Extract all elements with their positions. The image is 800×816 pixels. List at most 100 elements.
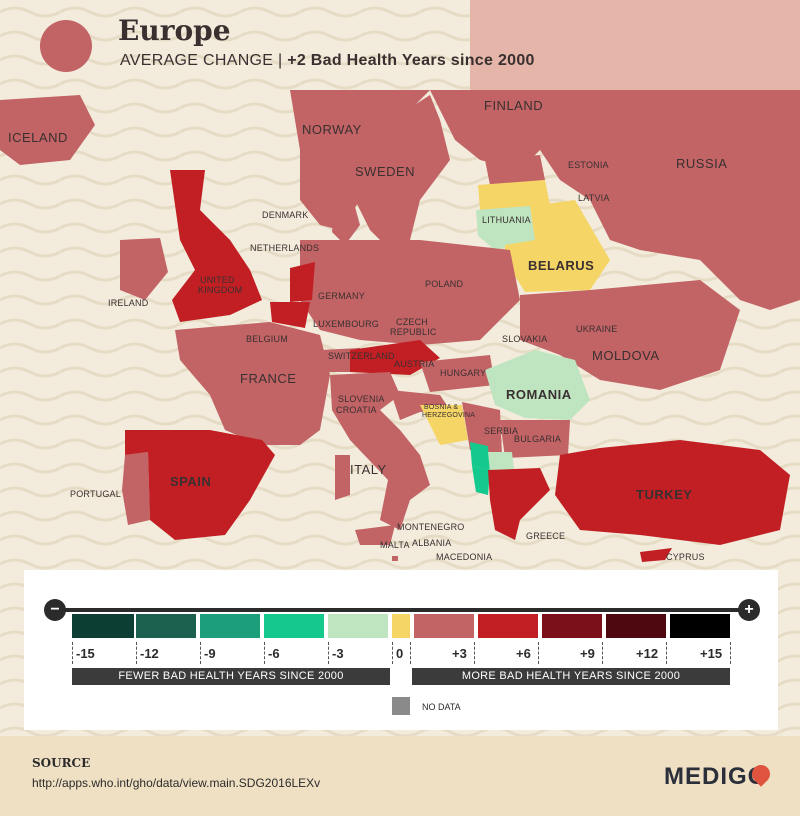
label-poland: POLAND [425,279,464,289]
legend-more-bar: MORE BAD HEALTH YEARS SINCE 2000 [412,668,730,685]
legend-tick [474,642,475,664]
label-uk-line2: KINGDOM [198,285,243,295]
source-url[interactable]: http://apps.who.int/gho/data/view.main.S… [32,776,321,790]
legend-tick [328,642,329,664]
country-united-kingdom[interactable] [170,170,262,322]
country-france[interactable] [175,322,330,445]
legend-tick-label: -15 [76,646,95,661]
label-hungary: HUNGARY [440,368,487,378]
label-belarus: BELARUS [528,258,595,273]
label-latvia: LATVIA [578,193,610,203]
label-italy: ITALY [350,462,387,477]
country-austria[interactable] [350,340,440,375]
legend-tick [264,642,265,664]
label-germany: GERMANY [318,291,365,301]
country-malta[interactable] [392,556,398,561]
source-heading: SOURCE [32,756,91,770]
label-bulgaria: BULGARIA [514,434,562,444]
legend-tick [136,642,137,664]
legend-tick [730,642,731,664]
legend-tick [410,642,411,664]
label-uk-line1: UNITED [200,275,235,285]
subtitle-value: +2 Bad Health Years since 2000 [287,52,535,69]
country-montenegro[interactable] [470,442,490,470]
legend-swatch-plus3 [414,614,474,638]
label-ireland: IRELAND [108,298,149,308]
label-denmark: DENMARK [262,210,309,220]
label-serbia: SERBIA [484,426,519,436]
legend-tick-label: +12 [636,646,659,661]
label-greece: GREECE [526,531,566,541]
country-ireland[interactable] [120,238,168,300]
country-turkey[interactable] [555,440,790,545]
legend-tick [72,642,73,664]
country-cyprus[interactable] [640,548,672,562]
label-belgium: BELGIUM [246,334,288,344]
label-romania: ROMANIA [506,387,572,402]
legend-tick-label: -9 [204,646,216,661]
country-estonia[interactable] [485,155,545,185]
label-turkey: TURKEY [636,487,693,502]
label-moldova: MOLDOVA [592,348,660,363]
country-russia-north[interactable] [470,0,800,90]
country-albania[interactable] [472,466,490,495]
legend-tick [538,642,539,664]
country-netherlands[interactable] [290,262,315,302]
label-portugal: PORTUGAL [70,489,121,499]
legend-fewer-bar: FEWER BAD HEALTH YEARS SINCE 2000 [72,668,390,685]
label-norway: NORWAY [302,122,362,137]
legend-tick-label: +15 [700,646,723,661]
label-bosnia-line2: HERZEGOVINA [422,412,476,419]
label-czech-line1: CZECH [396,317,428,327]
footer [0,736,800,816]
country-germany-poland-region[interactable] [300,240,520,345]
legend-swatch-zero [392,614,410,638]
legend-no-data-label: NO DATA [422,702,461,712]
country-russia[interactable] [520,90,800,310]
country-bulgaria[interactable] [500,420,570,458]
legend-tick [392,642,393,664]
country-latvia[interactable] [478,180,550,210]
legend-tick-label: -12 [140,646,159,661]
country-belarus[interactable] [505,200,610,292]
label-cyprus: CYPRUS [666,552,705,562]
country-lithuania[interactable] [476,206,535,250]
legend-swatch-plus6 [478,614,538,638]
legend-swatch-plus15 [670,614,730,638]
label-spain: SPAIN [170,474,212,489]
page-title: Europe [118,14,231,47]
label-finland: FINLAND [484,98,544,113]
label-lithuania: LITHUANIA [482,215,531,225]
minus-icon: − [44,599,66,621]
country-italy[interactable] [330,372,430,530]
label-slovenia: SLOVENIA [338,394,385,404]
page-subtitle: AVERAGE CHANGE | +2 Bad Health Years sin… [120,52,535,70]
country-romania[interactable] [485,350,590,420]
subtitle-prefix: AVERAGE CHANGE | [120,52,288,69]
country-sardinia[interactable] [335,455,350,500]
europe-map [0,0,800,736]
country-greece[interactable] [488,468,550,540]
country-sicily[interactable] [355,525,395,545]
country-bosnia[interactable] [420,405,468,445]
legend-swatch-minus6 [264,614,324,638]
country-serbia[interactable] [462,402,502,455]
country-sweden[interactable] [355,95,450,250]
country-hungary[interactable] [420,355,495,392]
country-denmark[interactable] [332,196,360,245]
country-portugal[interactable] [122,452,150,525]
country-belgium[interactable] [270,302,310,328]
country-finland[interactable] [430,90,540,170]
legend-swatch-plus9 [542,614,602,638]
legend-tick-label: -6 [268,646,280,661]
brand-logo[interactable]: MEDIGO [664,763,768,790]
country-spain[interactable] [125,430,275,540]
title-badge-icon [40,20,92,72]
label-iceland: ICELAND [8,130,68,145]
label-ukraine: UKRAINE [576,324,618,334]
label-switzerland: SWITZERLAND [328,351,395,361]
country-iceland[interactable] [0,95,95,165]
legend-tick-label: +3 [452,646,467,661]
legend-tick [666,642,667,664]
country-macedonia[interactable] [488,452,514,472]
